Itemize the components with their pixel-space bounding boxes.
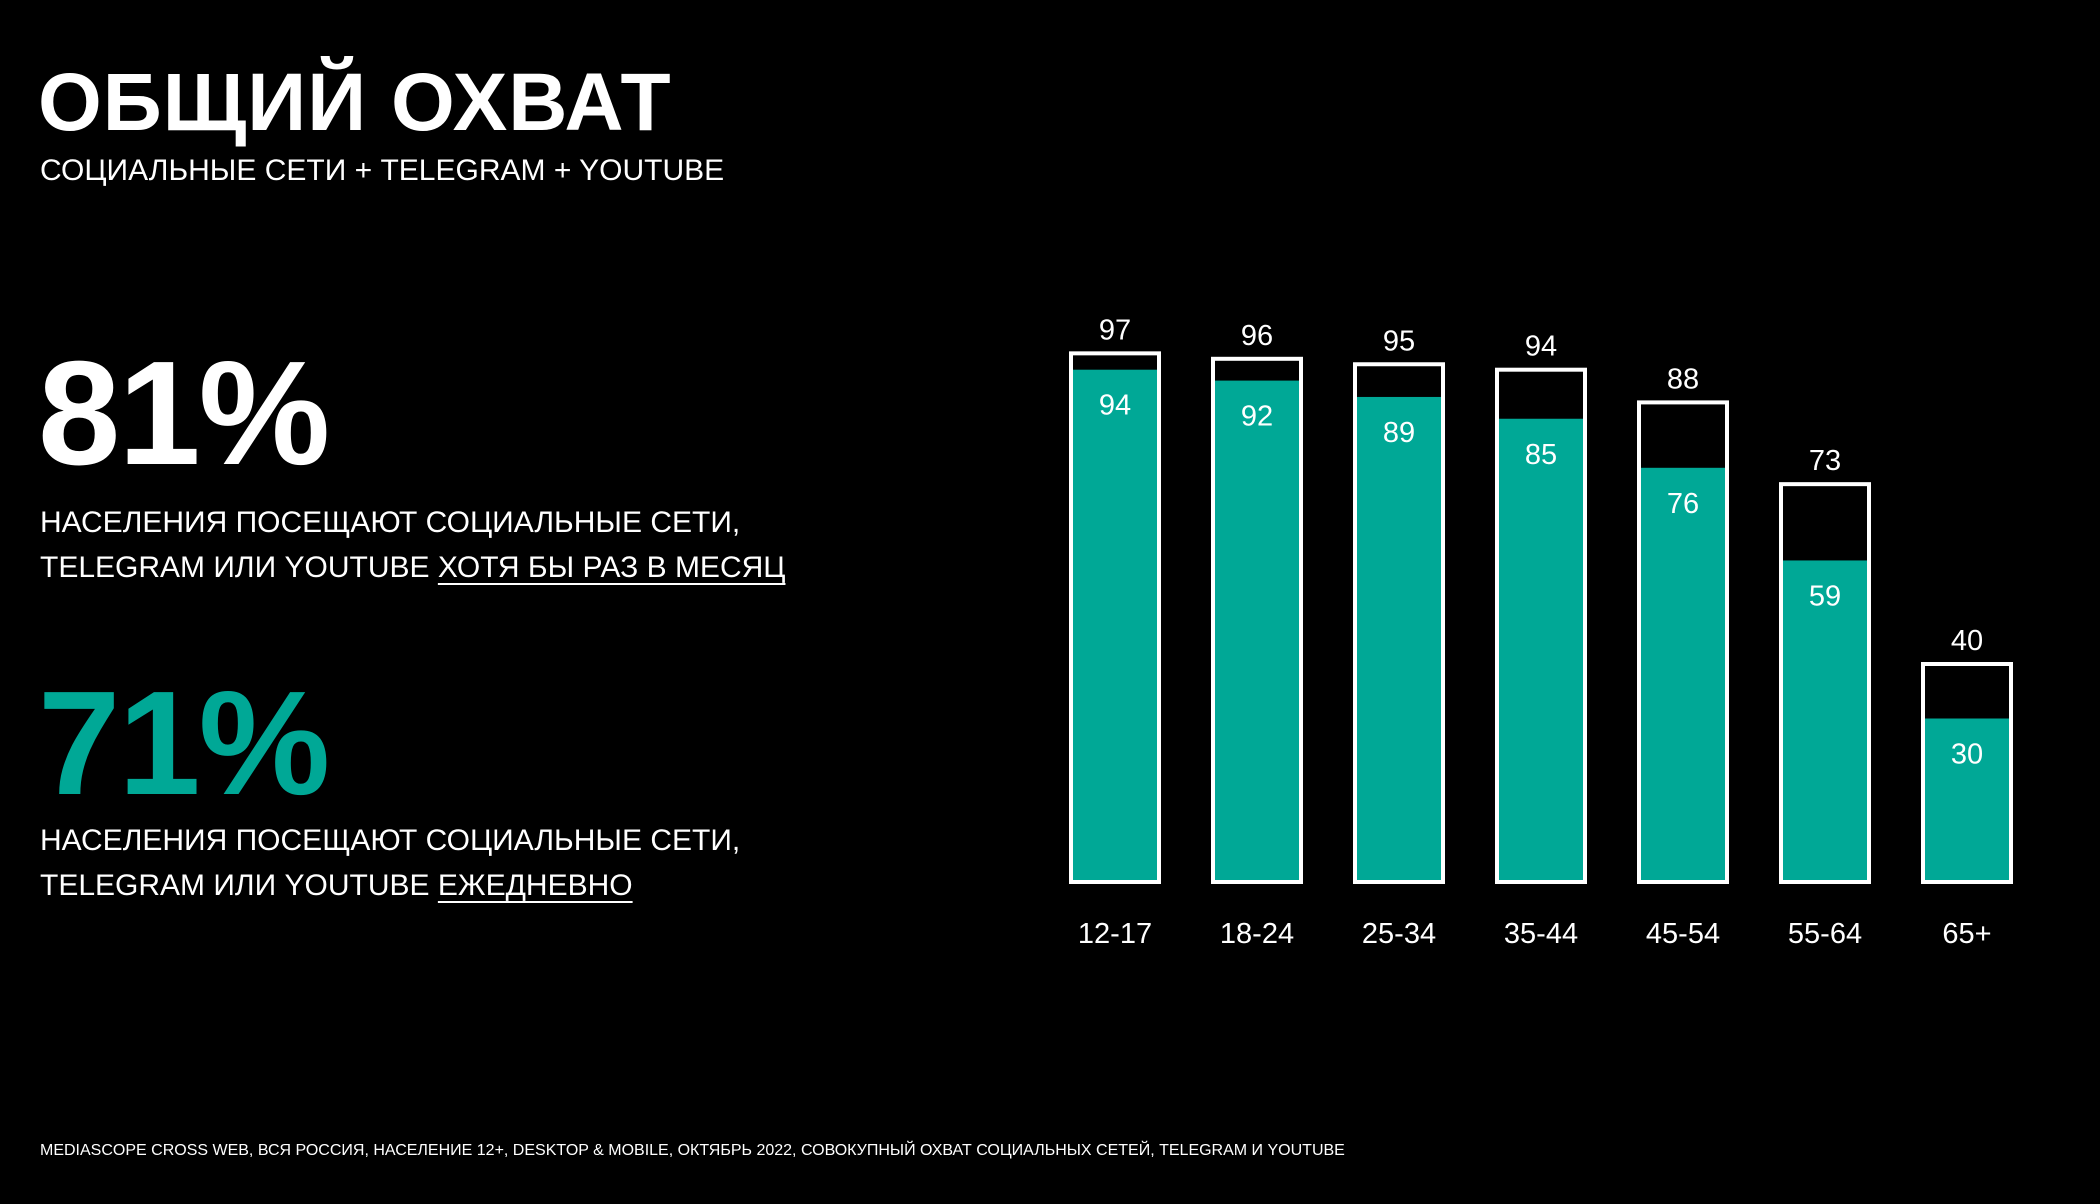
daily-reach-description: НАСЕЛЕНИЯ ПОСЕЩАЮТ СОЦИАЛЬНЫЕ СЕТИ, TELE…: [40, 818, 740, 908]
bar-daily-55-64: [1783, 560, 1867, 880]
monthly-reach-line2: TELEGRAM ИЛИ YOUTUBE ХОТЯ БЫ РАЗ В МЕСЯЦ: [40, 545, 785, 590]
monthly-reach-description: НАСЕЛЕНИЯ ПОСЕЩАЮТ СОЦИАЛЬНЫЕ СЕТИ, TELE…: [40, 500, 785, 590]
page-title: ОБЩИЙ ОХВАТ: [38, 57, 672, 148]
label-monthly-25-34: 95: [1383, 325, 1415, 357]
bar-daily-18-24: [1215, 380, 1299, 880]
bar-daily-65+: [1925, 718, 2009, 880]
label-daily-55-64: 59: [1809, 580, 1841, 612]
bar-daily-12-17: [1073, 369, 1157, 880]
category-label-45-54: 45-54: [1646, 918, 1720, 950]
label-daily-25-34: 89: [1383, 417, 1415, 449]
label-daily-35-44: 85: [1525, 439, 1557, 471]
bar-daily-45-54: [1641, 467, 1725, 880]
daily-reach-frequency: ЕЖЕДНЕВНО: [437, 869, 633, 902]
daily-reach-line2-prefix: TELEGRAM ИЛИ YOUTUBE: [40, 869, 438, 902]
category-label-35-44: 35-44: [1504, 918, 1578, 950]
bars-group: 97 94 12-17 96 92 18-24 95 89 25-34 94 85 35-44 88 76…: [1069, 314, 2013, 950]
category-label-12-17: 12-17: [1078, 918, 1152, 950]
label-monthly-35-44: 94: [1525, 331, 1557, 363]
category-label-18-24: 18-24: [1220, 918, 1294, 950]
label-monthly-18-24: 96: [1241, 320, 1273, 352]
category-label-65+: 65+: [1942, 918, 1991, 950]
source-footnote: MEDIASCOPE CROSS WEB, ВСЯ РОССИЯ, НАСЕЛЕ…: [40, 1142, 1345, 1159]
monthly-reach-line2-prefix: TELEGRAM ИЛИ YOUTUBE: [40, 551, 438, 584]
category-label-55-64: 55-64: [1788, 918, 1862, 950]
daily-reach-line2: TELEGRAM ИЛИ YOUTUBE ЕЖЕДНЕВНО: [40, 863, 740, 908]
daily-reach-line1: НАСЕЛЕНИЯ ПОСЕЩАЮТ СОЦИАЛЬНЫЕ СЕТИ,: [40, 824, 741, 857]
label-monthly-12-17: 97: [1099, 314, 1131, 346]
monthly-reach-value: 81%: [38, 331, 330, 496]
label-daily-18-24: 92: [1241, 401, 1273, 433]
label-monthly-65+: 40: [1951, 625, 1983, 657]
bar-daily-35-44: [1499, 418, 1583, 880]
page-subtitle: СОЦИАЛЬНЫЕ СЕТИ + TELEGRAM + YOUTUBE: [40, 154, 725, 187]
bar-daily-25-34: [1357, 396, 1441, 880]
daily-reach-value: 71%: [38, 661, 330, 826]
category-label-25-34: 25-34: [1362, 918, 1436, 950]
monthly-reach-line1: НАСЕЛЕНИЯ ПОСЕЩАЮТ СОЦИАЛЬНЫЕ СЕТИ,: [40, 506, 741, 539]
label-monthly-55-64: 73: [1809, 445, 1841, 477]
monthly-reach-frequency: ХОТЯ БЫ РАЗ В МЕСЯЦ: [437, 551, 786, 584]
label-daily-45-54: 76: [1667, 488, 1699, 520]
label-daily-12-17: 94: [1099, 390, 1131, 422]
label-daily-65+: 30: [1951, 739, 1983, 771]
label-monthly-45-54: 88: [1667, 363, 1699, 395]
